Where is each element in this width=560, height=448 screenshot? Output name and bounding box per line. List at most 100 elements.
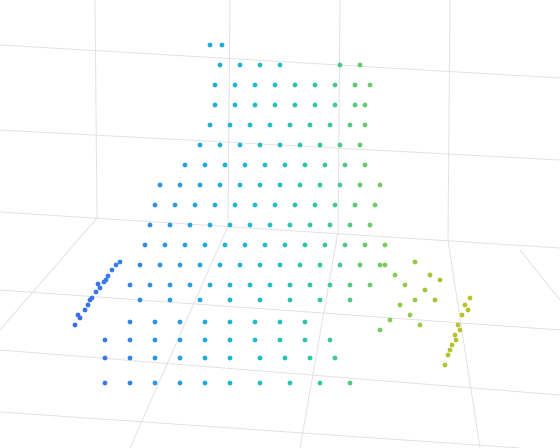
point (257, 380, 263, 386)
point (247, 222, 253, 228)
point (282, 162, 288, 168)
point (237, 62, 243, 68)
point (187, 222, 193, 228)
pane-line (447, 239, 481, 448)
point (237, 262, 243, 268)
point (85, 302, 91, 308)
point (127, 337, 133, 343)
point (227, 122, 233, 128)
point (462, 302, 468, 308)
point (342, 242, 348, 248)
point (449, 342, 455, 348)
point (377, 182, 383, 188)
point (242, 162, 248, 168)
point (317, 297, 323, 303)
point (302, 319, 308, 325)
point (292, 102, 298, 108)
pane-line (0, 217, 98, 331)
point (217, 262, 223, 268)
point (257, 142, 263, 148)
point (227, 355, 233, 361)
point (247, 282, 253, 288)
point (317, 262, 323, 268)
point (277, 262, 283, 268)
point (192, 202, 198, 208)
point (152, 380, 158, 386)
point (357, 62, 363, 68)
point (172, 202, 178, 208)
point (402, 282, 408, 288)
point (453, 337, 459, 343)
point (427, 272, 433, 278)
point (347, 297, 353, 303)
point (432, 297, 438, 303)
point (412, 297, 418, 303)
point (267, 222, 273, 228)
point (152, 319, 158, 325)
point (307, 355, 313, 361)
point (465, 307, 471, 313)
point (127, 282, 133, 288)
point (362, 242, 368, 248)
point (327, 222, 333, 228)
point (217, 142, 223, 148)
point (222, 242, 228, 248)
point (442, 362, 448, 368)
point (202, 337, 208, 343)
point (177, 262, 183, 268)
point (352, 202, 358, 208)
point (287, 222, 293, 228)
point (267, 282, 273, 288)
point (202, 355, 208, 361)
pane-line (0, 349, 560, 396)
point (237, 182, 243, 188)
point (252, 102, 258, 108)
point (422, 287, 428, 293)
point (202, 319, 208, 325)
point (417, 322, 423, 328)
point (117, 259, 123, 265)
point (312, 102, 318, 108)
point (447, 347, 453, 353)
point (212, 82, 218, 88)
point (277, 337, 283, 343)
point (312, 202, 318, 208)
point (297, 262, 303, 268)
point (97, 285, 103, 291)
point (282, 355, 288, 361)
point (109, 267, 115, 273)
point (262, 162, 268, 168)
point (222, 162, 228, 168)
point (227, 319, 233, 325)
point (105, 273, 111, 279)
pane-line (519, 249, 560, 301)
point (162, 242, 168, 248)
point (202, 162, 208, 168)
point (177, 182, 183, 188)
point (257, 62, 263, 68)
point (332, 355, 338, 361)
point (102, 337, 108, 343)
point (127, 319, 133, 325)
point (227, 222, 233, 228)
point (317, 380, 323, 386)
point (197, 182, 203, 188)
point (287, 282, 293, 288)
point (277, 182, 283, 188)
point (219, 42, 225, 48)
point (347, 380, 353, 386)
point (272, 102, 278, 108)
point (177, 380, 183, 386)
point (362, 102, 368, 108)
point (82, 307, 88, 313)
point (252, 202, 258, 208)
point (207, 222, 213, 228)
point (322, 242, 328, 248)
point (327, 282, 333, 288)
point (147, 282, 153, 288)
point (267, 122, 273, 128)
point (322, 162, 328, 168)
point (337, 142, 343, 148)
point (377, 262, 383, 268)
